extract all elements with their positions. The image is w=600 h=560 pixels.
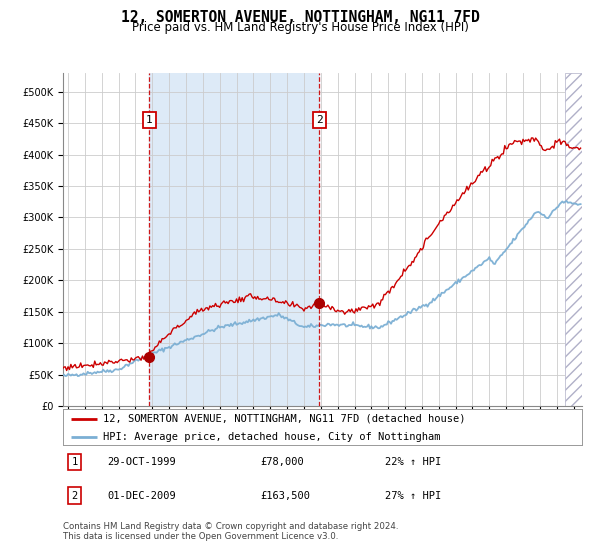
Bar <box>565 73 590 406</box>
Text: Price paid vs. HM Land Registry's House Price Index (HPI): Price paid vs. HM Land Registry's House … <box>131 21 469 34</box>
Text: £163,500: £163,500 <box>260 491 310 501</box>
Text: 1: 1 <box>146 115 153 125</box>
Bar <box>565 73 590 406</box>
Text: 01-DEC-2009: 01-DEC-2009 <box>107 491 176 501</box>
Text: Contains HM Land Registry data © Crown copyright and database right 2024.
This d: Contains HM Land Registry data © Crown c… <box>63 522 398 542</box>
Text: 12, SOMERTON AVENUE, NOTTINGHAM, NG11 7FD (detached house): 12, SOMERTON AVENUE, NOTTINGHAM, NG11 7F… <box>103 414 466 423</box>
Text: 2: 2 <box>71 491 77 501</box>
Text: 12, SOMERTON AVENUE, NOTTINGHAM, NG11 7FD: 12, SOMERTON AVENUE, NOTTINGHAM, NG11 7F… <box>121 10 479 25</box>
Bar <box>149 73 319 406</box>
Text: 29-OCT-1999: 29-OCT-1999 <box>107 457 176 467</box>
Text: £78,000: £78,000 <box>260 457 304 467</box>
Text: HPI: Average price, detached house, City of Nottingham: HPI: Average price, detached house, City… <box>103 432 441 442</box>
Text: 2: 2 <box>316 115 323 125</box>
Text: 1: 1 <box>71 457 77 467</box>
Text: 22% ↑ HPI: 22% ↑ HPI <box>385 457 441 467</box>
Text: 27% ↑ HPI: 27% ↑ HPI <box>385 491 441 501</box>
